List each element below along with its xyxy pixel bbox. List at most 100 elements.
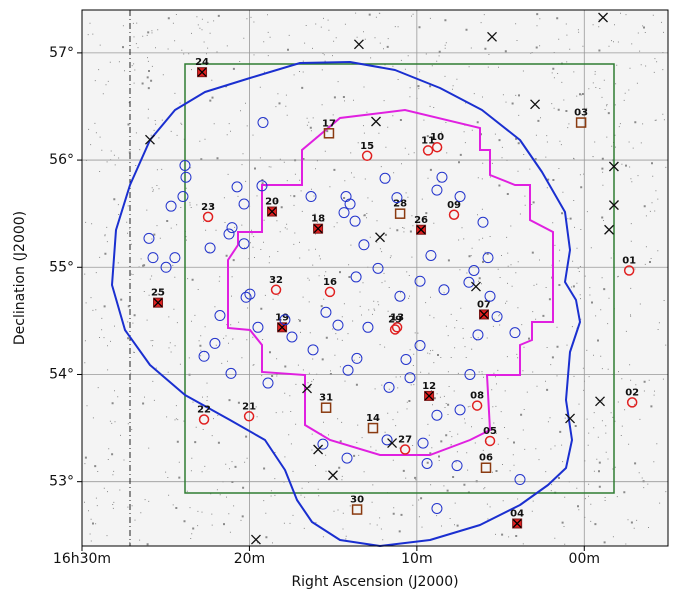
target-label: 20	[265, 197, 279, 208]
source-circle	[438, 284, 450, 296]
target-label: 10	[430, 132, 444, 143]
x-tick-label: 00m	[569, 551, 600, 567]
source-cross	[387, 438, 398, 449]
source-circle	[451, 460, 463, 472]
target-circle	[399, 444, 411, 455]
target-circle	[422, 145, 434, 156]
target-label: 03	[574, 108, 588, 119]
source-circle	[341, 452, 353, 464]
target-label: 30	[350, 495, 364, 506]
target-label: 25	[151, 288, 165, 299]
source-circle	[436, 171, 448, 183]
target-circle	[243, 411, 255, 422]
source-circle	[262, 377, 274, 389]
y-tick-label: 55°	[49, 259, 74, 275]
grid	[81, 10, 668, 546]
source-circle	[198, 350, 210, 362]
target-cross	[416, 225, 426, 235]
source-cross	[145, 134, 155, 145]
target-cross	[512, 519, 522, 528]
source-circle	[464, 368, 476, 380]
x-axis-label: Right Ascension (J2000)	[291, 574, 458, 590]
target-circle	[270, 284, 282, 296]
source-circle	[165, 200, 177, 212]
source-cross	[608, 161, 619, 172]
source-cross	[375, 232, 385, 243]
target-label: 31	[319, 393, 333, 404]
x-tick-label: 10m	[401, 551, 432, 567]
source-circle	[147, 252, 159, 264]
source-circle	[338, 207, 350, 219]
source-circle	[431, 184, 443, 196]
target-circle	[484, 435, 496, 447]
source-circle	[179, 159, 191, 171]
source-circle	[414, 340, 426, 352]
deep-field-contour	[227, 108, 554, 456]
target-label: 16	[323, 277, 337, 288]
source-cross	[487, 31, 497, 42]
source-circle	[417, 437, 429, 449]
source-circle	[350, 271, 362, 283]
target-square	[320, 402, 332, 413]
target-cross	[479, 309, 489, 319]
target-label: 26	[414, 215, 428, 226]
source-cross	[302, 383, 312, 394]
source-cross	[470, 281, 481, 292]
source-circle	[400, 353, 412, 365]
target-label: 05	[483, 426, 497, 437]
target-label: 28	[393, 199, 407, 210]
source-cross	[598, 12, 608, 23]
target-circle	[471, 400, 483, 411]
source-circle	[391, 192, 403, 204]
y-tick-label: 56°	[49, 152, 74, 168]
target-label: 18	[311, 214, 325, 225]
target-label: 15	[360, 141, 374, 152]
source-cross	[565, 413, 576, 424]
y-tick-label: 57°	[49, 45, 74, 61]
target-circle	[391, 322, 403, 333]
target-circle	[198, 414, 210, 425]
target-label: 17	[322, 118, 336, 129]
source-circle	[358, 239, 370, 251]
x-tick-label: 16h30m	[53, 551, 111, 567]
source-cross	[250, 534, 261, 545]
source-circle	[240, 291, 252, 303]
source-cross	[604, 224, 615, 235]
source-circle	[307, 344, 319, 356]
target-square	[575, 117, 587, 128]
target-label: 24	[195, 57, 209, 68]
target-cross	[153, 298, 163, 308]
source-circle	[372, 262, 384, 274]
target-label: 27	[398, 435, 412, 446]
target-label: 08	[470, 391, 484, 402]
target-square	[480, 462, 492, 473]
survey-field	[184, 63, 615, 494]
source-circle	[454, 404, 466, 416]
source-cross	[353, 39, 364, 50]
target-circle	[361, 150, 373, 162]
source-circle	[514, 474, 526, 486]
source-circle	[425, 249, 437, 261]
target-circle	[389, 324, 401, 335]
source-circle	[491, 311, 503, 323]
y-tick-label: 54°	[49, 366, 74, 382]
source-circle	[349, 215, 361, 227]
target-label: 13	[390, 312, 404, 323]
source-circle	[477, 216, 489, 228]
y-axis-label: Declination (J2000)	[12, 211, 28, 345]
plot-background	[82, 10, 668, 546]
source-circle	[279, 314, 291, 326]
source-circle	[286, 331, 298, 343]
source-circle	[342, 364, 354, 376]
target-label: 06	[479, 453, 493, 464]
source-cross	[328, 470, 338, 481]
source-circle	[362, 321, 374, 333]
target-circle	[623, 265, 635, 276]
source-circle	[394, 290, 406, 302]
target-label: 22	[197, 405, 211, 416]
source-circle	[305, 191, 317, 203]
source-cross	[530, 99, 541, 110]
source-circle	[431, 409, 443, 421]
target-label: 23	[201, 202, 215, 213]
